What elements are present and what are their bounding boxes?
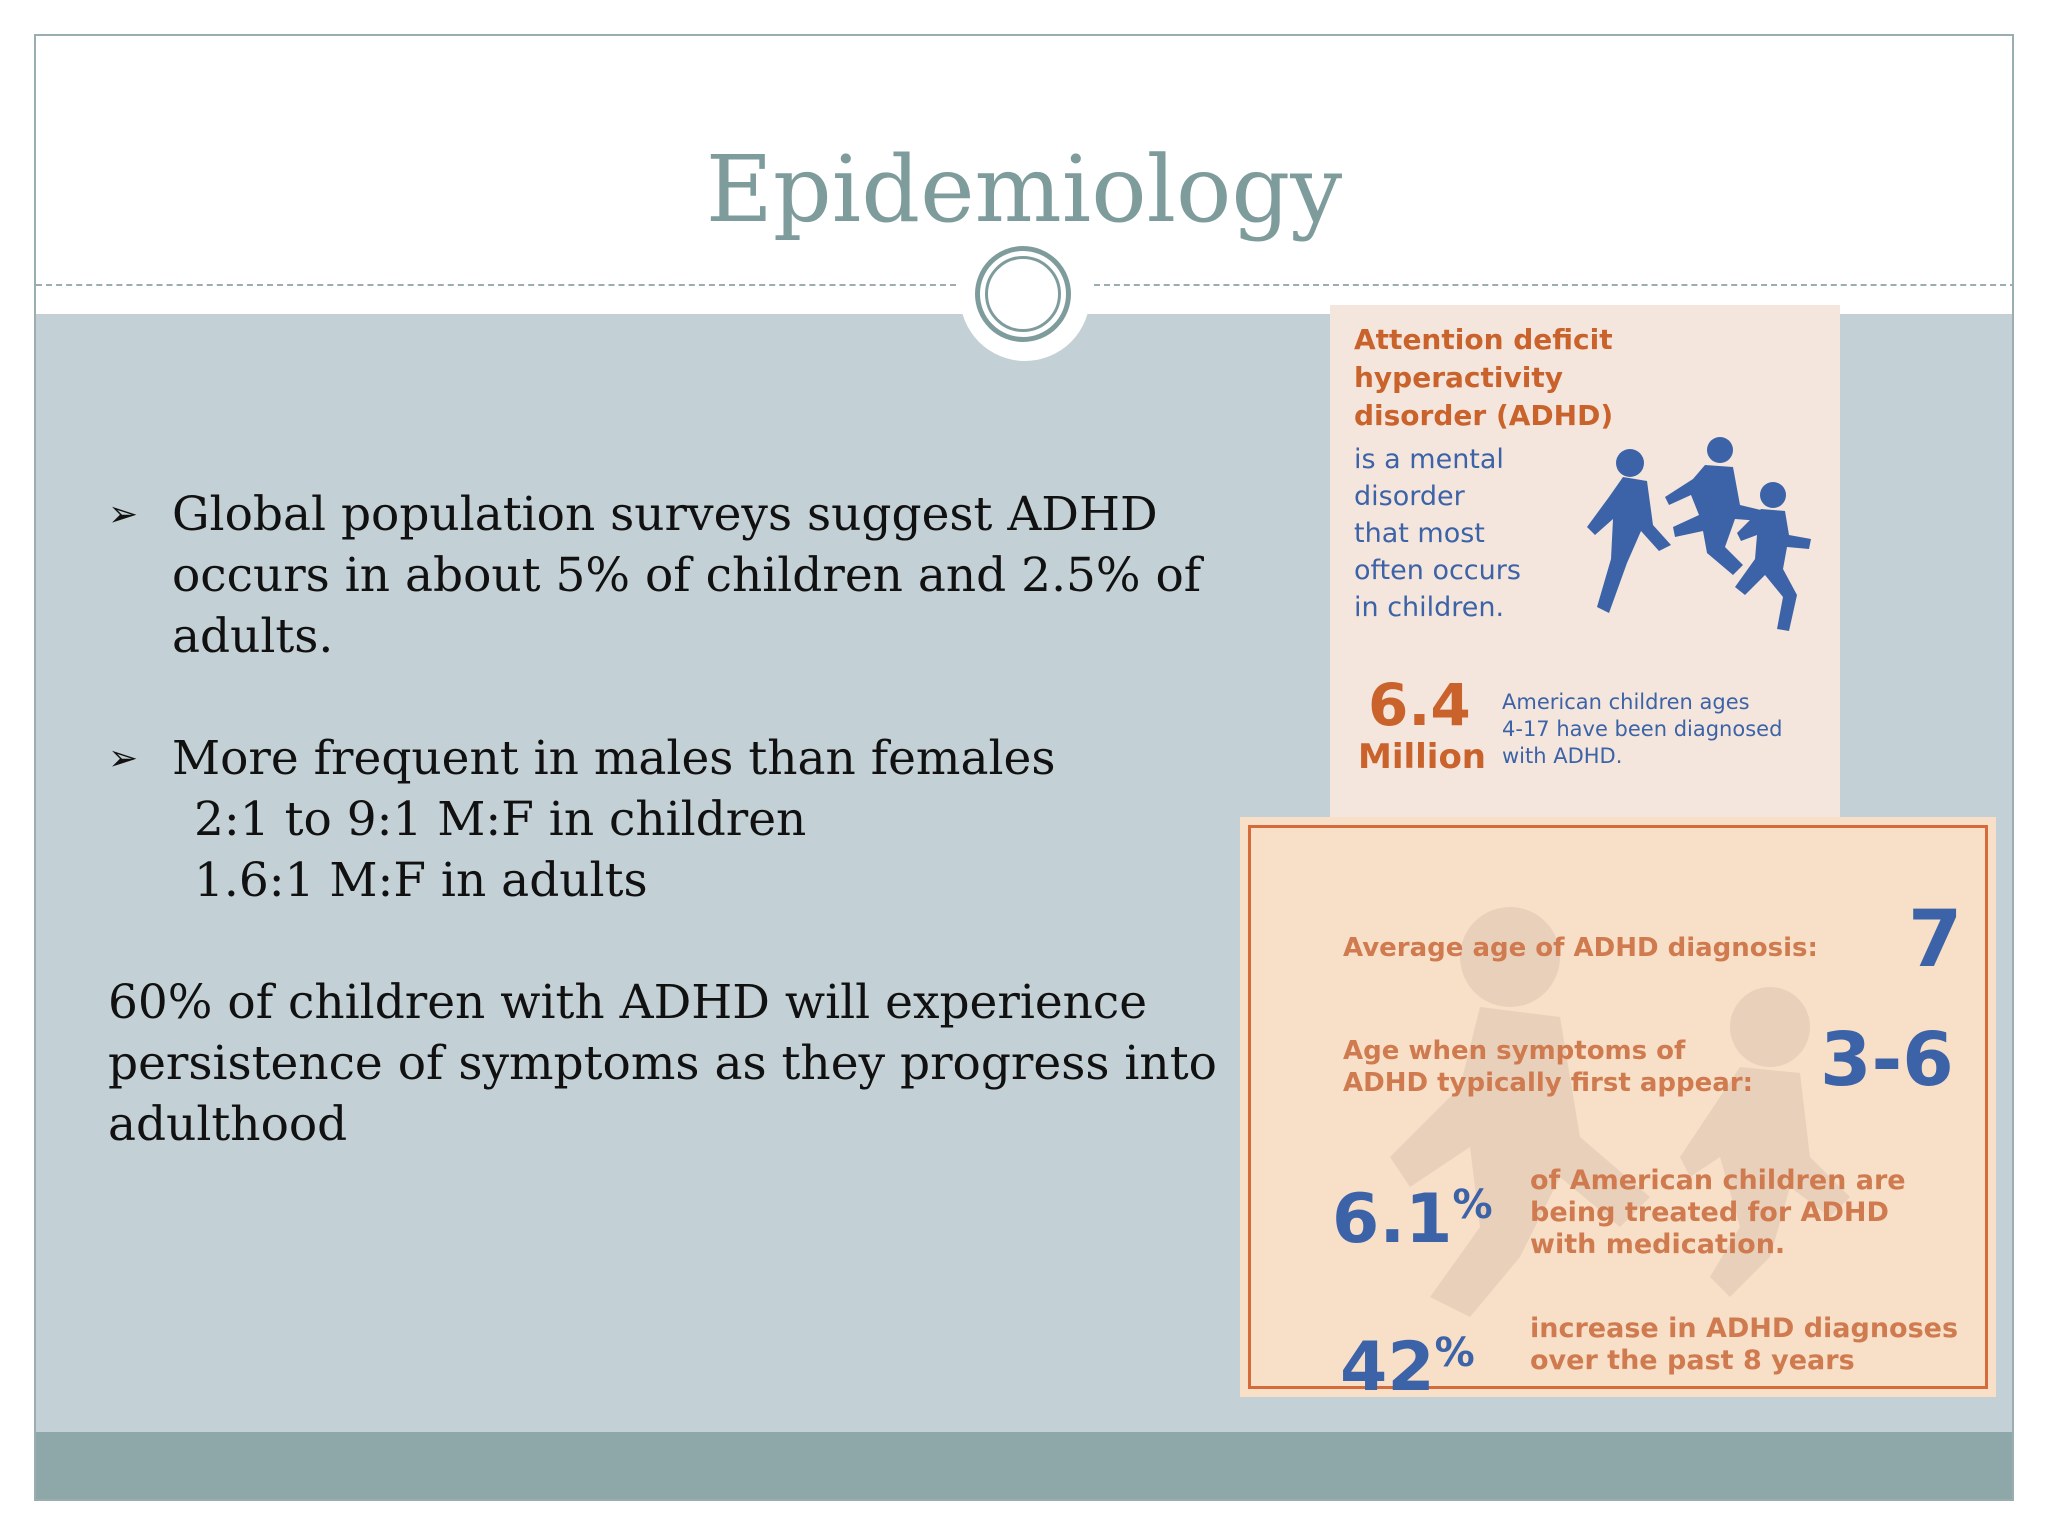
bullet-item: ➢ Global population surveys suggest ADHD…: [108, 484, 1238, 667]
fact-label-line: ADHD typically first appear:: [1343, 1068, 1753, 1098]
desc-line: that most: [1354, 518, 1485, 549]
desc-line: in children.: [1354, 592, 1505, 623]
infographic-description: is a mental disorder that most often occ…: [1354, 441, 1554, 626]
stat-value: 6.4: [1368, 671, 1471, 739]
fact-value: 3-6: [1820, 1017, 1954, 1103]
fact-desc-line: being treated for ADHD: [1530, 1197, 1889, 1228]
bullet-line: More frequent in males than females: [172, 731, 1056, 786]
stat-desc-line: with ADHD.: [1502, 744, 1623, 768]
footer-band: [36, 1432, 2012, 1499]
infographic-border: [1248, 825, 1988, 1389]
fact-value: 42%: [1340, 1313, 1475, 1408]
bullet-line: adults.: [172, 609, 334, 664]
stat-desc-line: 4-17 have been diagnosed: [1502, 717, 1783, 741]
infographic-top: Attention deficit hyperactivity disorder…: [1330, 305, 1840, 825]
paragraph-line: persistence of symptoms as they progress…: [108, 1036, 1217, 1091]
stat-unit: Million: [1358, 737, 1487, 777]
paragraph-line: adulthood: [108, 1097, 348, 1152]
desc-line: is a mental: [1354, 444, 1504, 475]
body-text: ➢ Global population surveys suggest ADHD…: [108, 484, 1238, 1155]
paragraph: 60% of children with ADHD will experienc…: [108, 972, 1238, 1155]
fact-description: increase in ADHD diagnoses over the past…: [1530, 1313, 1958, 1377]
arrow-bullet-icon: ➢: [108, 738, 139, 779]
bullet-line: Global population surveys suggest ADHD: [172, 487, 1158, 542]
fact-number: 6.1: [1332, 1180, 1453, 1259]
arrow-bullet-icon: ➢: [108, 494, 139, 535]
fact-desc-line: increase in ADHD diagnoses: [1530, 1313, 1959, 1344]
paragraph-line: 60% of children with ADHD will experienc…: [108, 975, 1148, 1030]
title-divider-left: [36, 284, 956, 286]
heading-line: Attention deficit hyperactivity: [1354, 323, 1613, 394]
infographic-bottom: Average age of ADHD diagnosis: 7 Age whe…: [1240, 817, 1996, 1407]
fact-suffix: %: [1452, 1182, 1493, 1228]
running-children-icon: [1587, 437, 1811, 631]
fact-number: 42: [1340, 1328, 1435, 1407]
sub-line: 2:1 to 9:1 M:F in children: [194, 792, 807, 847]
infographic-heading: Attention deficit hyperactivity disorder…: [1354, 321, 1824, 435]
fact-label: Average age of ADHD diagnosis:: [1343, 933, 1818, 963]
fact-desc-line: with medication.: [1530, 1229, 1786, 1260]
desc-line: often occurs: [1354, 555, 1521, 586]
slide-title: Epidemiology: [705, 136, 1343, 243]
circle-ornament-inner: [985, 256, 1061, 332]
bullet-item: ➢ More frequent in males than females 2:…: [108, 728, 1238, 911]
fact-label: Age when symptoms of ADHD typically firs…: [1343, 1035, 1753, 1099]
fact-value: 6.1%: [1332, 1165, 1493, 1260]
fact-desc-line: of American children are: [1530, 1165, 1906, 1196]
fact-suffix: %: [1434, 1330, 1475, 1376]
title-divider-right: [1094, 284, 2012, 286]
stat-desc-line: American children ages: [1502, 690, 1750, 714]
sub-line: 1.6:1 M:F in adults: [194, 853, 648, 908]
stat-description: American children ages 4-17 have been di…: [1502, 689, 1822, 770]
fact-description: of American children are being treated f…: [1530, 1165, 1906, 1261]
fact-value: 7: [1908, 895, 1963, 985]
fact-label-line: Age when symptoms of: [1343, 1036, 1686, 1066]
child-silhouette-icon: [1390, 907, 1850, 1317]
bullet-line: occurs in about 5% of children and 2.5% …: [172, 548, 1202, 603]
fact-desc-line: over the past 8 years: [1530, 1345, 1855, 1376]
heading-line: disorder (ADHD): [1354, 399, 1614, 432]
desc-line: disorder: [1354, 481, 1465, 512]
